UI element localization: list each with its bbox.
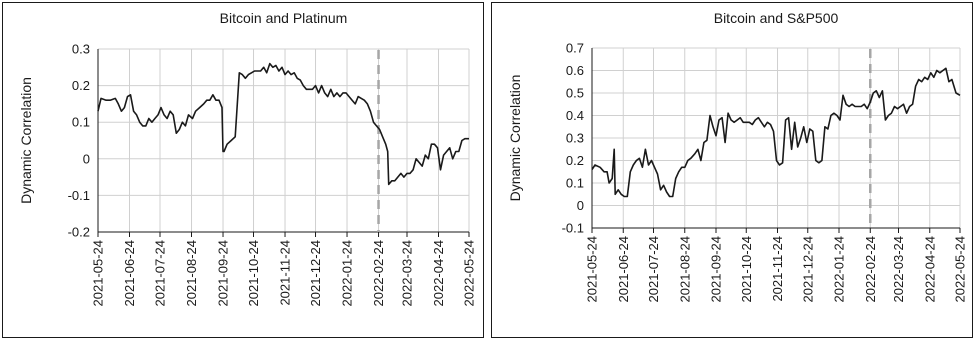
y-tick-label: 0.3 [72,42,90,57]
x-tick-label: 2022-04-24 [431,240,446,307]
x-tick-label: 2021-07-24 [646,236,661,303]
chart-title: Bitcoin and Platinum [220,10,348,26]
y-tick-label: 0.1 [566,176,584,191]
y-tick-label: 0 [83,151,90,166]
y-tick-label: 0.1 [72,115,90,130]
y-tick-label: 0.7 [566,41,584,56]
x-tick-label: 2021-06-24 [122,240,137,307]
x-tick-label: 2021-12-24 [800,236,815,303]
x-tick-label: 2021-07-24 [153,240,168,307]
x-tick-label: 2021-08-24 [677,236,692,303]
x-tick-label: 2022-04-24 [922,236,937,303]
y-tick-label: -0.2 [68,225,90,240]
y-tick-label: 0.3 [566,131,584,146]
x-tick-label: 2021-09-24 [216,240,231,307]
series-line [97,62,469,186]
y-tick-label: -0.1 [68,188,90,203]
x-tick-label: 2021-05-24 [585,236,600,303]
chart-bitcoin-platinum: Bitcoin and Platinum Dynamic Correlation -… [18,10,477,307]
y-tick-label: 0.2 [566,153,584,168]
x-tick-label: 2021-11-24 [278,240,293,306]
x-tick-label: 2021-05-24 [91,240,106,307]
y-tick-label: 0.4 [566,108,584,123]
x-tick-label: 2022-02-24 [371,240,386,307]
chart-panel-left: Bitcoin and Platinum Dynamic Correlation -… [2,2,484,338]
x-tick-label: 2022-02-24 [863,236,878,303]
y-axis-label: Dynamic Correlation [507,75,523,202]
y-tick-label: -0.1 [562,221,584,236]
series-line [591,67,961,198]
x-tick-label: 2021-12-24 [308,240,323,307]
x-tick-label: 2022-05-24 [462,240,477,307]
chart-title: Bitcoin and S&P500 [714,10,839,26]
x-tick-label: 2022-01-24 [832,236,847,303]
x-tick-label: 2022-05-24 [953,236,968,303]
x-tick-label: 2021-06-24 [616,236,631,303]
x-tick-label: 2022-03-24 [891,236,906,303]
x-tick-label: 2022-03-24 [399,240,414,307]
y-tick-label: 0.2 [72,78,90,93]
y-tick-label: 0.5 [566,86,584,101]
x-tick-label: 2021-09-24 [709,236,724,303]
x-tick-label: 2022-01-24 [340,240,355,307]
y-axis-label: Dynamic Correlation [18,77,34,204]
x-tick-label: 2021-10-24 [246,240,261,307]
chart-panel-right: Bitcoin and S&P500 Dynamic Correlation -0.… [491,2,973,338]
x-tick-label: 2021-11-24 [770,236,785,302]
y-tick-label: 0 [577,198,584,213]
x-tick-label: 2021-10-24 [739,236,754,303]
chart-bitcoin-sp500: Bitcoin and S&P500 Dynamic Correlation -0.… [507,10,968,303]
y-tick-label: 0.6 [566,63,584,78]
x-tick-label: 2021-08-24 [184,240,199,307]
